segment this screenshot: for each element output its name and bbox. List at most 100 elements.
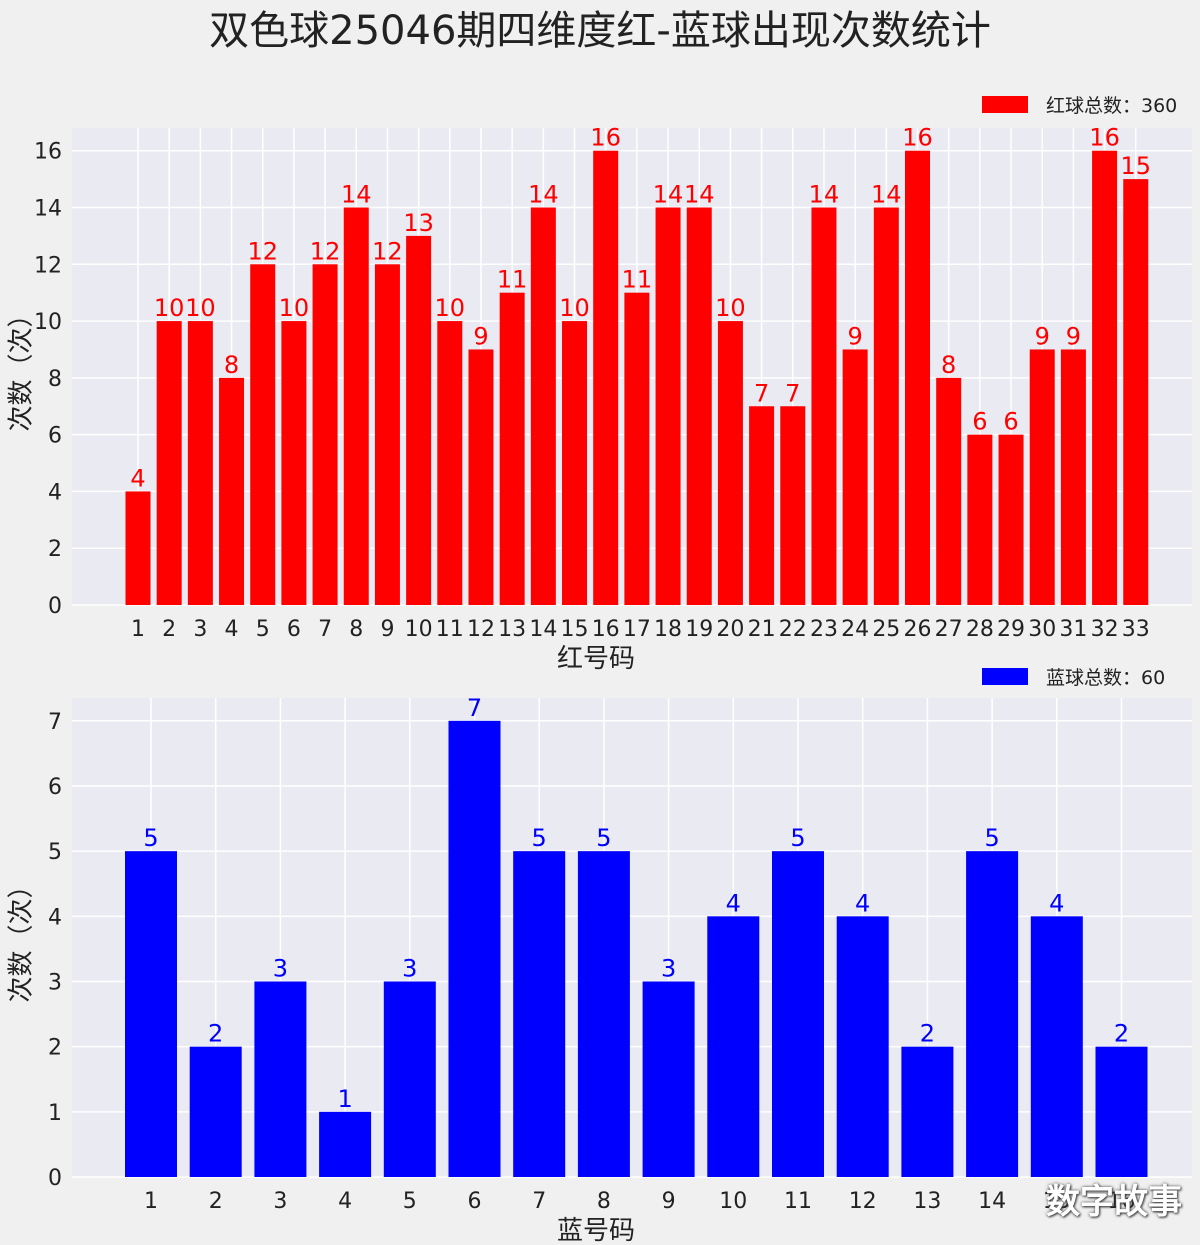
bar	[562, 321, 588, 605]
y-tick-label: 10	[34, 310, 62, 335]
x-tick-label: 6	[468, 1189, 482, 1214]
bar	[1092, 150, 1118, 605]
bar	[624, 292, 650, 605]
data-label: 14	[528, 181, 559, 209]
data-label: 14	[809, 181, 840, 209]
bar	[319, 1111, 372, 1177]
bar	[1060, 349, 1086, 605]
x-tick-label: 26	[904, 617, 932, 642]
data-label: 5	[984, 824, 999, 852]
bar	[966, 851, 1019, 1177]
data-label: 2	[1114, 1020, 1129, 1048]
x-tick-label: 23	[810, 617, 838, 642]
data-label: 4	[855, 889, 870, 917]
x-tick-label: 16	[592, 617, 620, 642]
bar	[383, 981, 436, 1177]
x-axis-label: 红号码	[557, 644, 635, 674]
bar	[642, 981, 695, 1177]
y-tick-label: 0	[48, 594, 62, 619]
x-tick-label: 20	[716, 617, 744, 642]
x-tick-label: 28	[966, 617, 994, 642]
data-label: 6	[1003, 408, 1018, 436]
data-label: 10	[185, 294, 216, 322]
x-tick-label: 15	[1043, 1189, 1071, 1214]
bar	[836, 916, 889, 1177]
bar	[655, 207, 681, 605]
x-tick-label: 10	[719, 1189, 747, 1214]
x-tick-label: 2	[162, 617, 176, 642]
data-label: 3	[273, 954, 288, 982]
bar	[811, 207, 837, 605]
data-label: 4	[130, 464, 145, 492]
bar	[312, 264, 338, 605]
y-tick-label: 14	[34, 197, 62, 222]
bar	[686, 207, 712, 605]
x-tick-label: 19	[685, 617, 713, 642]
y-tick-label: 2	[48, 537, 62, 562]
data-label: 2	[208, 1020, 223, 1048]
data-label: 10	[154, 294, 185, 322]
bar	[577, 851, 630, 1177]
y-tick-label: 16	[34, 140, 62, 165]
bar	[219, 377, 245, 605]
data-label: 11	[497, 266, 528, 294]
data-label: 12	[372, 237, 403, 265]
x-tick-label: 12	[849, 1189, 877, 1214]
y-tick-label: 8	[48, 367, 62, 392]
data-label: 16	[1089, 124, 1120, 152]
data-label: 4	[1049, 889, 1064, 917]
data-label: 12	[247, 237, 278, 265]
bar	[998, 434, 1024, 605]
y-tick-label: 5	[48, 840, 62, 865]
data-label: 7	[754, 379, 769, 407]
legend-swatch	[982, 96, 1028, 113]
bar	[250, 264, 276, 605]
data-label: 2	[920, 1020, 935, 1048]
bar	[780, 406, 806, 605]
legend-swatch	[982, 668, 1028, 685]
data-label: 12	[310, 237, 341, 265]
x-axis-label: 蓝号码	[557, 1216, 635, 1245]
x-tick-label: 18	[654, 617, 682, 642]
x-tick-label: 13	[498, 617, 526, 642]
bar	[842, 349, 868, 605]
x-tick-label: 33	[1122, 617, 1150, 642]
data-label: 16	[902, 124, 933, 152]
data-label: 4	[726, 889, 741, 917]
bar	[254, 981, 307, 1177]
x-tick-label: 7	[318, 617, 332, 642]
data-label: 5	[790, 824, 805, 852]
x-tick-label: 25	[872, 617, 900, 642]
x-tick-label: 3	[273, 1189, 287, 1214]
data-label: 14	[341, 181, 372, 209]
y-axis-label: 次数（次）	[7, 872, 37, 1002]
data-label: 7	[467, 694, 482, 722]
data-label: 15	[1120, 152, 1151, 180]
data-label: 10	[435, 294, 466, 322]
data-label: 9	[1066, 322, 1081, 350]
y-tick-label: 6	[48, 775, 62, 800]
x-tick-label: 3	[193, 617, 207, 642]
data-label: 14	[684, 181, 715, 209]
legend-label: 红球总数：360	[1046, 95, 1177, 117]
x-tick-label: 15	[561, 617, 589, 642]
data-label: 14	[871, 181, 902, 209]
bar	[707, 916, 760, 1177]
x-tick-label: 9	[380, 617, 394, 642]
x-tick-label: 11	[436, 617, 464, 642]
bar	[187, 321, 213, 605]
data-label: 16	[590, 124, 621, 152]
data-label: 8	[941, 351, 956, 379]
y-axis-label: 次数（次）	[7, 301, 37, 431]
y-tick-label: 7	[48, 710, 62, 735]
bar	[437, 321, 463, 605]
x-tick-label: 1	[131, 617, 145, 642]
y-tick-label: 4	[48, 905, 62, 930]
data-label: 5	[143, 824, 158, 852]
x-tick-label: 29	[997, 617, 1025, 642]
bar	[281, 321, 307, 605]
bar	[593, 150, 619, 605]
data-label: 5	[532, 824, 547, 852]
watermark: 数字故事	[1046, 1182, 1182, 1222]
